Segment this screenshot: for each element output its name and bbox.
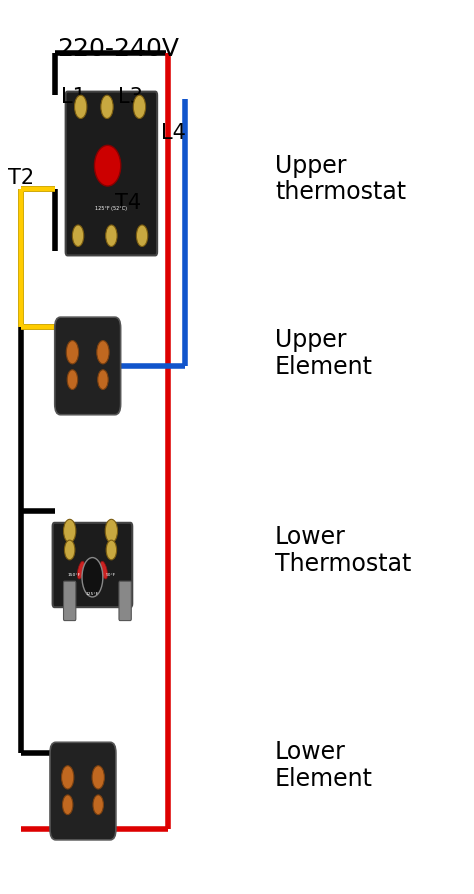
Circle shape <box>63 795 73 814</box>
Circle shape <box>82 558 103 597</box>
Circle shape <box>97 342 109 365</box>
Circle shape <box>93 795 103 814</box>
Text: Element: Element <box>275 355 373 378</box>
Circle shape <box>98 370 108 390</box>
Circle shape <box>106 225 117 247</box>
Text: 220-240V: 220-240V <box>57 38 179 61</box>
Text: T4: T4 <box>115 193 141 213</box>
Text: L4: L4 <box>161 123 185 143</box>
FancyBboxPatch shape <box>50 742 116 840</box>
FancyBboxPatch shape <box>65 92 157 256</box>
Circle shape <box>133 97 146 119</box>
Circle shape <box>101 97 113 119</box>
Text: 125°F: 125°F <box>86 592 99 595</box>
Ellipse shape <box>94 146 121 187</box>
Circle shape <box>64 541 75 561</box>
Text: Thermostat: Thermostat <box>275 552 411 575</box>
Text: 125°F (52°C): 125°F (52°C) <box>95 207 128 211</box>
Text: Element: Element <box>275 766 373 789</box>
Circle shape <box>74 97 87 119</box>
Text: Lower: Lower <box>275 525 346 548</box>
Circle shape <box>73 225 84 247</box>
Ellipse shape <box>77 561 84 579</box>
Circle shape <box>66 342 79 365</box>
Text: Upper: Upper <box>275 154 346 177</box>
Ellipse shape <box>100 561 108 579</box>
Circle shape <box>62 766 74 789</box>
Circle shape <box>105 519 118 543</box>
Circle shape <box>92 766 104 789</box>
Text: L1: L1 <box>61 88 86 107</box>
FancyBboxPatch shape <box>64 582 76 620</box>
FancyBboxPatch shape <box>55 318 120 415</box>
Circle shape <box>106 541 117 561</box>
Circle shape <box>67 370 78 390</box>
Text: thermostat: thermostat <box>275 181 406 204</box>
Circle shape <box>64 519 76 543</box>
FancyBboxPatch shape <box>53 523 132 608</box>
Text: Upper: Upper <box>275 328 346 351</box>
Circle shape <box>137 225 148 247</box>
Text: L3: L3 <box>118 88 143 107</box>
Text: Lower: Lower <box>275 739 346 763</box>
Text: 90°F: 90°F <box>105 572 116 576</box>
Text: T2: T2 <box>8 168 35 188</box>
Text: 150°F: 150°F <box>68 572 81 576</box>
FancyBboxPatch shape <box>119 582 131 620</box>
